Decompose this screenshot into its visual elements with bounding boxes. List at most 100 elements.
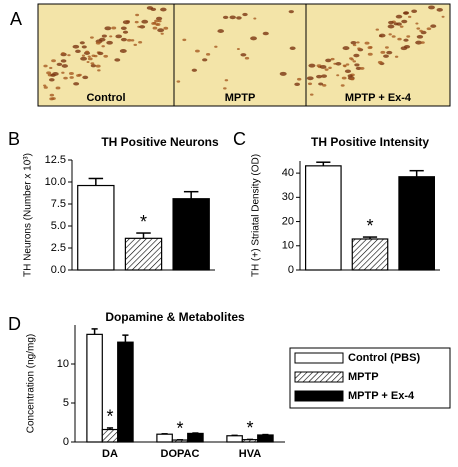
cell — [119, 49, 127, 53]
cell — [95, 64, 101, 68]
cell — [157, 28, 165, 33]
cell — [336, 74, 340, 77]
cell — [345, 63, 350, 66]
cell — [120, 37, 127, 42]
cell — [416, 27, 421, 30]
image-label: Control — [86, 92, 125, 104]
y-tick-label: 5.0 — [51, 220, 66, 232]
cell — [380, 50, 386, 54]
cell — [75, 49, 81, 53]
cell — [384, 46, 389, 49]
cell — [375, 28, 379, 31]
cell — [322, 84, 327, 87]
cell — [134, 20, 139, 24]
cell — [428, 5, 435, 10]
chart-title: Dopamine & Metabolites — [105, 310, 245, 324]
cell — [350, 77, 355, 81]
cell — [396, 22, 402, 26]
annotation: * — [176, 419, 183, 439]
cell — [297, 77, 302, 81]
cell — [350, 41, 357, 45]
y-tick-label: 0 — [288, 264, 294, 276]
cell — [391, 35, 396, 38]
cell — [106, 40, 113, 45]
cell — [355, 66, 362, 71]
y-tick-label: 40 — [282, 167, 294, 179]
cell — [152, 26, 158, 30]
cell — [426, 27, 432, 31]
panel-letter: D — [8, 314, 21, 334]
image-label: MPTP — [225, 92, 256, 104]
cell — [224, 79, 229, 82]
cell — [60, 59, 67, 63]
legend-label: MPTP — [348, 371, 379, 383]
cell — [353, 53, 360, 58]
cell — [61, 52, 65, 55]
bar — [398, 176, 435, 271]
cell — [308, 63, 316, 68]
cell — [330, 57, 335, 61]
y-axis-label: TH Neurons (Number x 10³) — [23, 153, 34, 277]
cell — [61, 64, 68, 68]
cell — [61, 71, 65, 74]
cell — [43, 84, 47, 87]
cell — [306, 76, 314, 81]
cell — [420, 41, 425, 44]
cell — [101, 45, 105, 48]
annotation: * — [246, 418, 253, 438]
bar — [171, 439, 189, 443]
cell — [52, 72, 59, 76]
cell — [403, 44, 411, 49]
y-tick-label: 0 — [63, 436, 69, 448]
cell — [403, 38, 409, 42]
cell — [415, 40, 423, 45]
cell — [97, 69, 101, 72]
cell — [341, 76, 347, 80]
cell — [90, 64, 97, 68]
bar — [117, 341, 134, 443]
cell — [133, 43, 138, 46]
cell — [146, 6, 154, 10]
bar — [257, 434, 274, 443]
cell — [95, 41, 101, 45]
cell — [67, 54, 71, 57]
bar — [77, 184, 115, 271]
cell — [352, 43, 357, 47]
cell — [321, 74, 327, 78]
cell — [49, 97, 55, 101]
y-tick-label: 10.0 — [45, 176, 66, 188]
cell — [122, 30, 129, 34]
cell — [240, 53, 247, 57]
cell — [85, 50, 90, 54]
cell — [156, 16, 163, 21]
cell — [388, 20, 394, 25]
cell — [109, 35, 113, 38]
legend-swatch — [294, 371, 344, 383]
y-tick-label: 2.5 — [51, 242, 66, 254]
cell — [72, 44, 80, 49]
cell — [98, 37, 106, 42]
cell — [357, 47, 361, 50]
cell — [377, 60, 383, 64]
cell — [90, 62, 95, 65]
cell — [236, 47, 240, 50]
panel-letter: C — [233, 129, 246, 149]
cell — [324, 68, 329, 71]
cell — [160, 7, 167, 12]
cell — [73, 82, 80, 86]
cell — [342, 46, 350, 51]
cell — [386, 50, 393, 55]
cell — [114, 58, 121, 62]
legend-label: Control (PBS) — [348, 352, 420, 364]
cell — [202, 58, 208, 62]
annotation: * — [366, 216, 373, 236]
cell — [288, 10, 294, 14]
cell — [406, 35, 411, 38]
cell — [419, 29, 423, 32]
cell — [126, 38, 132, 42]
cell — [115, 34, 123, 39]
cell — [279, 71, 287, 76]
cell — [415, 22, 419, 25]
cell — [120, 26, 127, 30]
